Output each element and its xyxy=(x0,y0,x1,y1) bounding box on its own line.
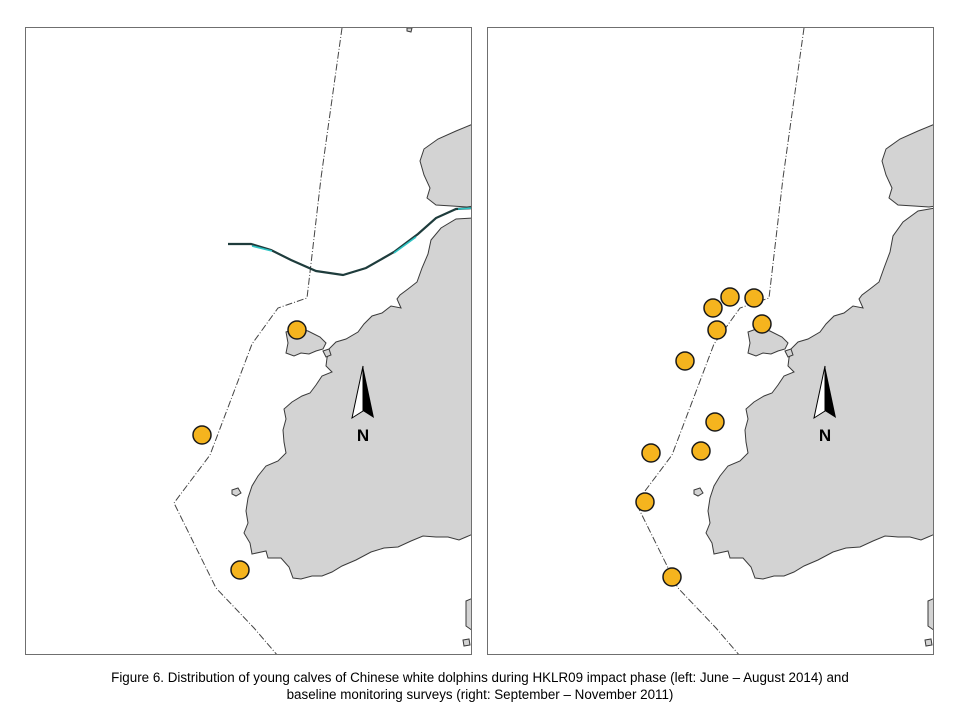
land-islet-4 xyxy=(924,638,933,647)
north-label: N xyxy=(357,426,369,445)
land-islet-3 xyxy=(465,598,471,631)
sighting-marker-icon xyxy=(705,412,725,432)
land-top-islet xyxy=(406,28,413,33)
north-arrow-icon xyxy=(813,365,836,420)
sighting-marker-icon xyxy=(230,560,250,580)
map-left: N xyxy=(173,28,471,654)
land-north xyxy=(419,124,471,208)
north-arrow-icon xyxy=(351,365,374,420)
map-right: N xyxy=(635,28,933,654)
alignment-line-teal-3 xyxy=(457,207,471,210)
survey-boundary-line xyxy=(173,28,343,654)
sighting-marker-icon xyxy=(287,320,307,340)
alignment-line-dark xyxy=(228,207,471,277)
sighting-marker-icon xyxy=(192,425,212,445)
land-islet-4 xyxy=(462,638,471,647)
land-islet-1 xyxy=(231,487,242,497)
sighting-marker-icon xyxy=(691,441,711,461)
survey-boundary-line xyxy=(635,28,805,654)
sighting-marker-icon xyxy=(752,314,772,334)
sighting-marker-icon xyxy=(744,288,764,308)
caption-line-1: Figure 6. Distribution of young calves o… xyxy=(111,670,849,685)
north-label: N xyxy=(819,426,831,445)
land-island-west xyxy=(747,327,789,357)
sighting-marker-icon xyxy=(662,567,682,587)
map-panel-left: N xyxy=(25,27,472,655)
sighting-marker-icon xyxy=(703,298,723,318)
sighting-marker-icon xyxy=(675,351,695,371)
land-north xyxy=(881,124,933,208)
sighting-marker-icon xyxy=(720,287,740,307)
sighting-marker-icon xyxy=(707,320,727,340)
land-islet-1 xyxy=(693,487,704,497)
map-panel-right: N xyxy=(487,27,934,655)
sighting-marker-icon xyxy=(635,492,655,512)
land-islet-2 xyxy=(322,348,332,358)
figure-caption: Figure 6. Distribution of young calves o… xyxy=(0,669,960,703)
sighting-marker-icon xyxy=(641,443,661,463)
alignment-line-teal-2 xyxy=(393,236,417,254)
land-islet-2 xyxy=(784,348,794,358)
caption-line-2: baseline monitoring surveys (right: Sept… xyxy=(286,687,674,702)
land-islet-3 xyxy=(927,598,933,631)
alignment-line-teal xyxy=(251,245,273,252)
